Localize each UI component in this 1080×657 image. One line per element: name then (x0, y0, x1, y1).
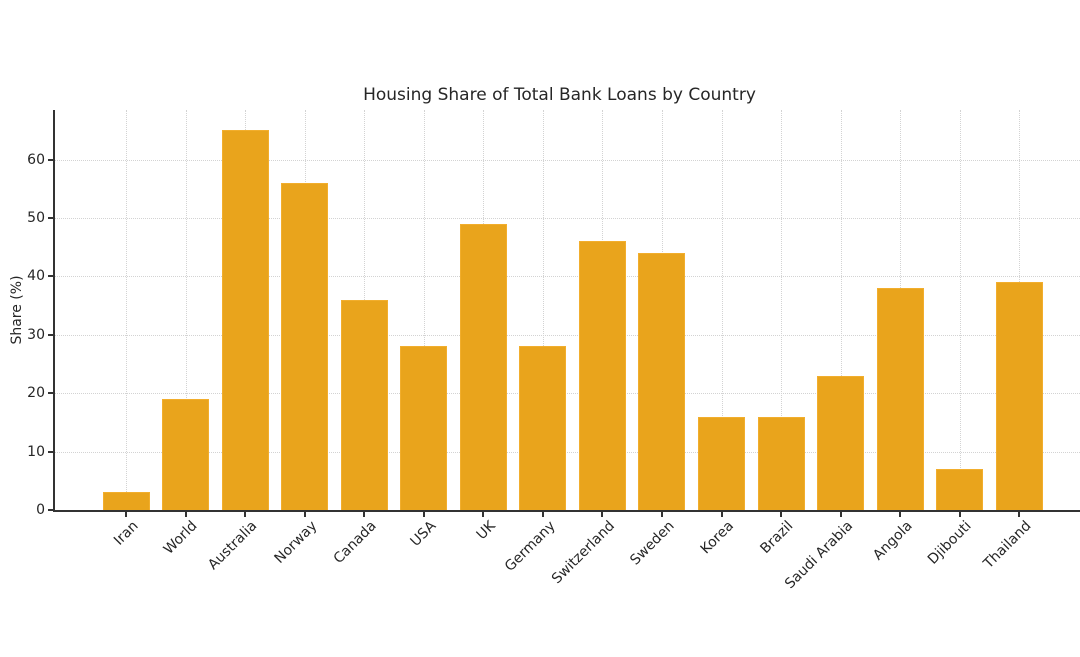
gridline-vertical (185, 110, 187, 510)
x-tick-label: Australia (205, 518, 261, 574)
x-tick-label: Germany (501, 518, 559, 575)
bar-angola (876, 288, 924, 510)
gridline-vertical (126, 110, 127, 510)
gridline-horizontal (55, 334, 1080, 336)
x-tick-mark (303, 512, 306, 517)
bar-australia (221, 130, 269, 510)
x-tick-mark (958, 512, 961, 517)
gridline-vertical (781, 110, 783, 510)
bar-world (162, 399, 210, 510)
bar-usa (400, 346, 448, 510)
plot-area (48, 110, 1080, 517)
x-tick-mark (839, 512, 842, 517)
gridline-vertical (423, 110, 425, 510)
x-tick-mark (660, 512, 663, 517)
chart-title: Housing Share of Total Bank Loans by Cou… (363, 85, 756, 105)
gridline-horizontal (55, 393, 1080, 395)
y-tick-label: 10 (27, 443, 45, 460)
bar-switzerland (578, 241, 626, 510)
y-tick-label: 60 (27, 151, 45, 168)
y-tick-mark (48, 392, 53, 395)
y-tick-mark (48, 333, 53, 336)
bar-germany (519, 346, 567, 510)
x-tick-mark (184, 512, 187, 517)
y-tick-mark (48, 509, 53, 511)
y-tick-label: 30 (27, 326, 45, 343)
x-tick-label: USA (407, 518, 440, 550)
x-tick-mark (601, 512, 604, 517)
bar-canada (340, 300, 388, 510)
gridline-horizontal (55, 276, 1080, 278)
x-tick-mark (244, 512, 247, 517)
bar-saudi-arabia (817, 376, 865, 510)
y-tick-label: 0 (36, 502, 45, 518)
x-tick-label: Brazil (757, 518, 797, 557)
x-tick-mark (363, 512, 366, 517)
bar-korea (698, 417, 745, 510)
bar-brazil (757, 417, 805, 510)
gridline-vertical (721, 110, 723, 510)
x-tick-mark (482, 512, 485, 517)
x-tick-mark (541, 512, 544, 517)
y-tick-label: 40 (27, 268, 45, 285)
bar-uk (459, 224, 507, 510)
x-tick-label: Djibouti (925, 518, 976, 568)
x-tick-label: Korea (697, 518, 737, 558)
y-tick-mark (48, 450, 53, 453)
bar-sweden (638, 253, 686, 510)
y-tick-label: 50 (27, 210, 45, 227)
gridline-vertical (959, 110, 961, 510)
bar-thailand (995, 282, 1043, 510)
x-tick-label: Norway (271, 518, 320, 567)
gridline-horizontal (55, 218, 1080, 220)
gridline-vertical (542, 110, 544, 510)
y-tick-labels: 0 10 20 30 40 50 60 (0, 110, 53, 518)
y-tick-mark (48, 158, 53, 161)
gridline-horizontal (55, 159, 1080, 161)
x-tick-mark (780, 512, 783, 517)
gridline-vertical (840, 110, 842, 510)
x-tick-label: UK (473, 518, 499, 544)
x-tick-mark (720, 512, 723, 517)
x-tick-mark (422, 512, 425, 517)
x-tick-label: World (161, 518, 201, 558)
x-tick-mark (125, 512, 127, 517)
x-tick-mark (899, 512, 902, 517)
bar-norway (281, 183, 329, 510)
bar-iran (102, 492, 150, 510)
y-tick-mark (48, 275, 53, 278)
x-tick-label: Switzerland (548, 518, 618, 588)
y-tick-mark (48, 217, 53, 220)
x-tick-label: Angola (869, 518, 916, 564)
x-tick-label: Thailand (980, 518, 1035, 572)
bar-djibouti (936, 469, 984, 510)
x-tick-label: Iran (110, 518, 142, 549)
y-tick-label: 20 (27, 385, 45, 402)
x-tick-label: Canada (330, 518, 380, 567)
gridline-horizontal (55, 451, 1080, 453)
x-tick-label: Sweden (626, 518, 678, 569)
x-tick-labels: Iran World Australia Norway Canada USA UK Germa… (53, 518, 1078, 657)
x-tick-mark (1018, 512, 1021, 517)
